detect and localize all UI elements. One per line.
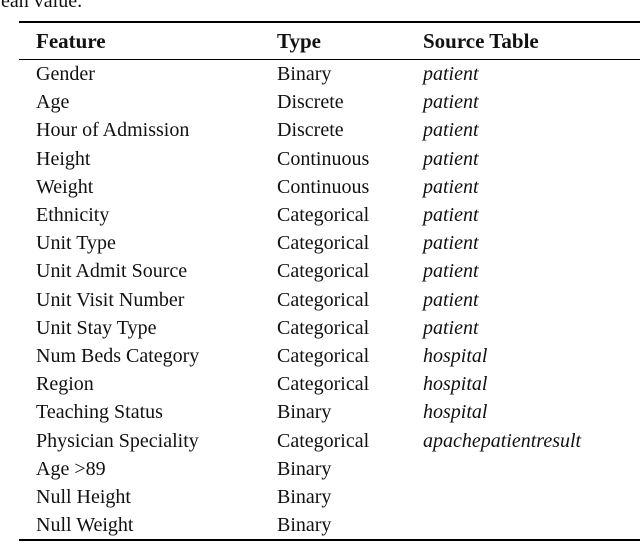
table-body: Gender Binary patient Age Discrete patient Hou…	[19, 60, 640, 541]
feature-cell: Null Height	[36, 486, 131, 509]
source-cell: patient	[423, 175, 479, 198]
table-row: Null Weight Binary	[19, 511, 640, 540]
feature-cell: Unit Visit Number	[36, 288, 185, 311]
feature-cell: Null Weight	[36, 514, 134, 537]
source-cell: patient	[423, 147, 479, 170]
table-row: Region Categorical hospital	[19, 370, 640, 398]
feature-cell: Age	[36, 91, 70, 114]
feature-cell: Hour of Admission	[36, 119, 190, 142]
type-cell: Categorical	[277, 232, 370, 255]
source-cell: patient	[423, 288, 479, 311]
source-cell	[423, 455, 640, 483]
feature-cell: Gender	[36, 63, 95, 85]
header-row: Feature Type Source Table	[19, 22, 640, 60]
source-cell: hospital	[423, 345, 488, 368]
source-cell: patient	[423, 316, 479, 339]
source-cell	[423, 483, 640, 511]
table-row: Gender Binary patient	[19, 60, 640, 89]
type-cell: Categorical	[277, 204, 370, 227]
table-row: Unit Type Categorical patient	[19, 229, 640, 257]
table-row: Age >89 Binary	[19, 455, 640, 483]
type-cell: Categorical	[277, 288, 370, 311]
type-cell: Discrete	[277, 91, 344, 114]
header-feature: Feature	[19, 22, 277, 60]
type-cell: Binary	[277, 457, 332, 480]
table-row: Physician Speciality Categorical apachepat…	[19, 427, 640, 455]
source-cell: apachepatientresult	[423, 429, 582, 452]
source-cell: patient	[423, 63, 479, 85]
table-row: Unit Admit Source Categorical patient	[19, 257, 640, 285]
table-row: Unit Stay Type Categorical patient	[19, 314, 640, 342]
type-cell: Binary	[277, 63, 332, 85]
feature-cell: Region	[36, 373, 94, 396]
table-row: Hour of Admission Discrete patient	[19, 116, 640, 144]
type-cell: Categorical	[277, 260, 370, 283]
feature-cell: Unit Stay Type	[36, 316, 157, 339]
source-cell: hospital	[423, 401, 488, 424]
feature-cell: Unit Admit Source	[36, 260, 188, 283]
feature-cell: Physician Speciality	[36, 429, 199, 452]
table-row: Num Beds Category Categorical hospital	[19, 342, 640, 370]
source-cell: patient	[423, 204, 479, 227]
type-cell: Categorical	[277, 345, 370, 368]
table-row: Weight Continuous patient	[19, 173, 640, 201]
feature-cell: Height	[36, 147, 91, 170]
table-header: Feature Type Source Table	[19, 22, 640, 60]
feature-cell: Unit Type	[36, 232, 116, 255]
table-row: Teaching Status Binary hospital	[19, 398, 640, 426]
feature-cell: Teaching Status	[36, 401, 163, 424]
source-cell: patient	[423, 119, 479, 142]
table-row: Ethnicity Categorical patient	[19, 201, 640, 229]
table-row: Null Height Binary	[19, 483, 640, 511]
caption-fragment: ean value.	[1, 0, 83, 12]
type-cell: Continuous	[277, 175, 370, 198]
source-cell: patient	[423, 91, 479, 114]
feature-cell: Num Beds Category	[36, 345, 200, 368]
type-cell: Binary	[277, 486, 332, 509]
type-cell: Binary	[277, 514, 332, 537]
source-cell: hospital	[423, 373, 488, 396]
feature-cell: Ethnicity	[36, 204, 110, 227]
table-row: Age Discrete patient	[19, 88, 640, 116]
type-cell: Continuous	[277, 147, 370, 170]
type-cell: Categorical	[277, 373, 370, 396]
type-cell: Binary	[277, 401, 332, 424]
header-source-table: Source Table	[423, 22, 640, 60]
feature-cell: Age >89	[36, 457, 106, 480]
header-type: Type	[277, 22, 423, 60]
type-cell: Discrete	[277, 119, 344, 142]
table-row: Unit Visit Number Categorical patient	[19, 286, 640, 314]
source-cell	[423, 511, 640, 540]
type-cell: Categorical	[277, 429, 370, 452]
feature-table: Feature Type Source Table Gender Binary pa…	[19, 21, 640, 542]
table-row: Height Continuous patient	[19, 145, 640, 173]
source-cell: patient	[423, 260, 479, 283]
feature-cell: Weight	[36, 175, 94, 198]
type-cell: Categorical	[277, 316, 370, 339]
source-cell: patient	[423, 232, 479, 255]
